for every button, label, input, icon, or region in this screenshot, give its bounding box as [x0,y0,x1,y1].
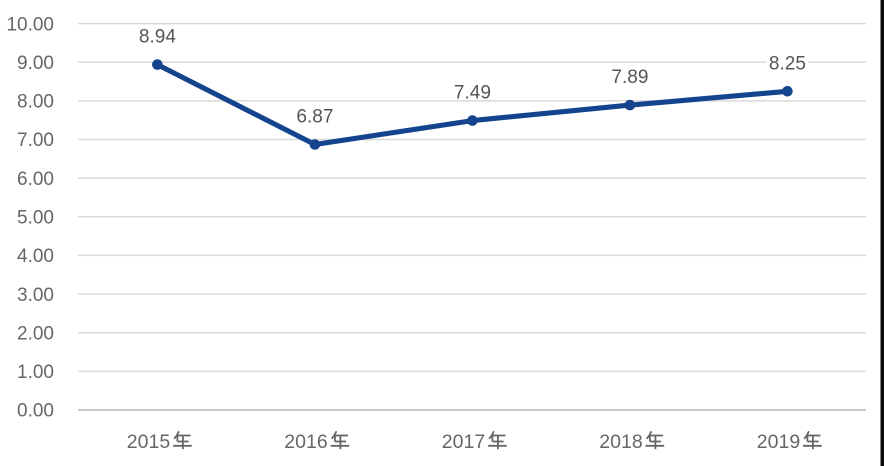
svg-text:2017: 2017 [442,431,485,453]
svg-text:10.00: 10.00 [6,14,54,35]
svg-text:9.00: 9.00 [17,53,54,74]
svg-text:8.94: 8.94 [139,27,176,48]
svg-text:2018: 2018 [599,431,642,453]
svg-text:8.25: 8.25 [769,53,806,74]
svg-text:8.00: 8.00 [17,92,54,113]
svg-text:0.00: 0.00 [17,401,54,422]
svg-text:2016: 2016 [284,431,327,453]
svg-text:1.00: 1.00 [17,362,54,383]
svg-text:2019: 2019 [757,431,800,453]
svg-text:3.00: 3.00 [17,285,54,306]
svg-text:7.89: 7.89 [611,67,648,88]
svg-text:6.00: 6.00 [17,169,54,190]
svg-text:5.00: 5.00 [17,208,54,229]
svg-text:2015: 2015 [127,431,171,453]
svg-text:6.87: 6.87 [296,107,333,128]
svg-text:4.00: 4.00 [17,246,54,267]
svg-text:2.00: 2.00 [17,323,54,344]
svg-text:7.00: 7.00 [17,130,54,151]
svg-text:7.49: 7.49 [454,83,491,104]
